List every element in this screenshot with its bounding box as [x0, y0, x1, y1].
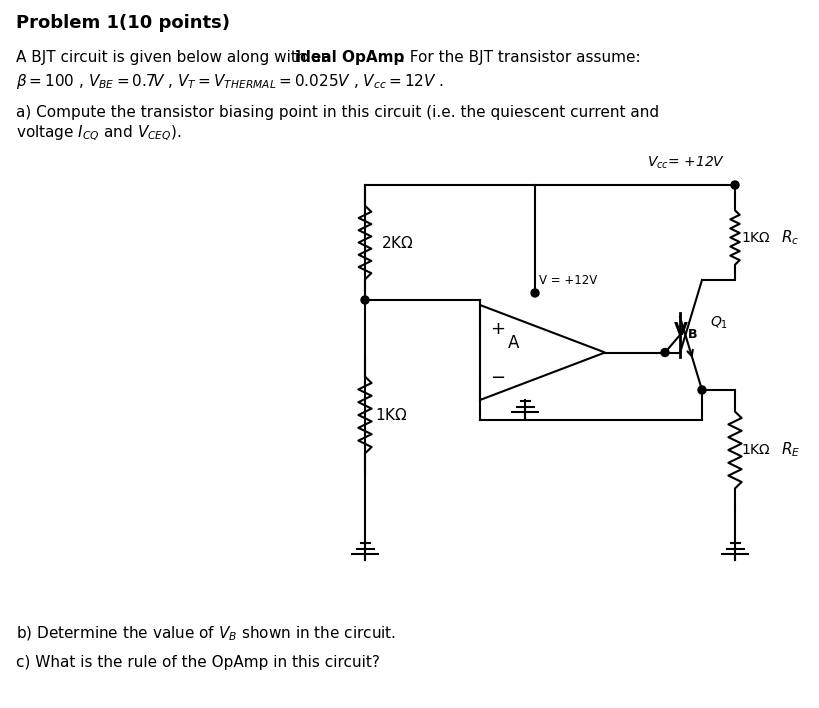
Text: $Q_1$: $Q_1$: [710, 315, 728, 331]
Circle shape: [361, 296, 369, 304]
Text: . For the BJT transistor assume:: . For the BJT transistor assume:: [400, 50, 640, 65]
Text: $\beta =100$ , $V_{BE} =0.7V$ , $V_T= V_{THERMAL} =0.025V$ , $V_{cc} =12V$ .: $\beta =100$ , $V_{BE} =0.7V$ , $V_T= V_…: [16, 72, 444, 91]
Text: $-$: $-$: [490, 367, 505, 385]
Text: $\mathbf{V}_{\mathbf{B}}$: $\mathbf{V}_{\mathbf{B}}$: [673, 321, 698, 341]
Circle shape: [698, 386, 706, 394]
Circle shape: [731, 181, 739, 189]
Text: ideal OpAmp: ideal OpAmp: [295, 50, 405, 65]
Text: b) Determine the value of $V_B$ shown in the circuit.: b) Determine the value of $V_B$ shown in…: [16, 625, 396, 644]
Text: V = +12V: V = +12V: [539, 274, 597, 287]
Text: A: A: [508, 333, 519, 351]
Text: 2K$\Omega$: 2K$\Omega$: [381, 234, 414, 251]
Text: 1K$\Omega$: 1K$\Omega$: [741, 231, 771, 244]
Text: 1K$\Omega$: 1K$\Omega$: [741, 443, 771, 457]
Text: Problem 1(10 points): Problem 1(10 points): [16, 14, 230, 32]
Text: c) What is the rule of the OpAmp in this circuit?: c) What is the rule of the OpAmp in this…: [16, 655, 380, 670]
Circle shape: [531, 289, 539, 297]
Text: a) Compute the transistor biasing point in this circuit (i.e. the quiescent curr: a) Compute the transistor biasing point …: [16, 105, 659, 120]
Text: +: +: [490, 320, 505, 338]
Text: $R_E$: $R_E$: [781, 440, 800, 459]
Circle shape: [661, 348, 669, 357]
Text: 1K$\Omega$: 1K$\Omega$: [375, 407, 408, 423]
Text: A BJT circuit is given below along with an: A BJT circuit is given below along with …: [16, 50, 335, 65]
Text: voltage $I_{CQ}$ and $V_{CEQ}$).: voltage $I_{CQ}$ and $V_{CEQ}$).: [16, 124, 182, 143]
Text: $R_c$: $R_c$: [781, 228, 799, 247]
Text: $V_{cc}$= +12V: $V_{cc}$= +12V: [647, 154, 725, 171]
